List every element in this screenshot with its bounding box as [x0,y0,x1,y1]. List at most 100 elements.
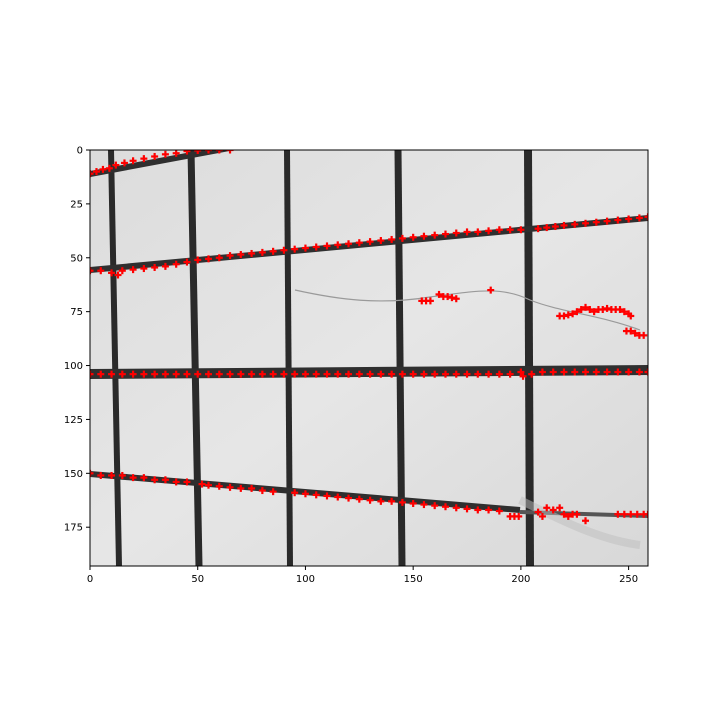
data-point [435,290,443,298]
data-point [334,241,342,249]
data-point [194,256,202,264]
x-tick-label: 250 [619,574,638,585]
data-point [549,368,557,376]
data-point [420,370,428,378]
x-tick-label: 150 [404,574,423,585]
data-point [409,370,417,378]
data-point [140,155,148,163]
data-point [301,370,309,378]
data-point [590,308,598,316]
data-point [248,370,256,378]
data-point [452,370,460,378]
data-point [388,370,396,378]
data-point [269,247,277,255]
data-point [420,501,428,509]
data-point [560,510,568,518]
data-point [355,239,363,247]
data-point [620,510,628,518]
data-point [118,471,126,479]
data-point [534,508,542,516]
data-point [431,502,439,510]
y-tick-label: 25 [70,199,83,210]
data-point [355,495,363,503]
data-point [312,370,320,378]
data-point [140,370,148,378]
data-point [441,503,449,511]
data-point [237,484,245,492]
data-point [398,234,406,242]
data-point [226,252,234,260]
data-point [398,498,406,506]
data-point [172,478,180,486]
data-point [409,499,417,507]
data-point [183,478,191,486]
wall-stain [518,496,641,549]
data-point [377,370,385,378]
data-point [334,370,342,378]
data-point [534,225,542,233]
data-point [172,150,180,157]
data-point [151,263,159,271]
data-point [90,469,94,477]
data-point [631,329,639,337]
x-tick-label: 200 [511,574,530,585]
data-point [97,370,105,378]
data-point [114,271,122,279]
data-point [582,517,590,525]
data-point [592,368,600,376]
data-point [97,471,105,479]
data-point [248,484,256,492]
data-point [573,308,581,316]
data-point [549,506,557,514]
data-point [291,245,299,253]
data-point [198,480,206,488]
data-point [108,269,116,277]
data-point [431,370,439,378]
data-point [573,510,581,518]
data-point [538,512,546,520]
data-point [204,481,212,489]
data-point [551,223,559,231]
data-point [556,504,564,512]
data-point [517,226,525,234]
data-point [301,244,309,252]
data-point [258,248,266,256]
data-point [108,370,116,378]
data-point [237,370,245,378]
data-point [506,226,514,234]
data-point [431,231,439,239]
data-point [237,251,245,259]
data-point [345,494,353,502]
data-point [118,370,126,378]
data-point [452,229,460,237]
data-point [582,219,590,227]
data-point [215,254,223,262]
data-point [441,230,449,238]
data-point [355,370,363,378]
data-point [614,216,622,224]
background-photo [90,150,648,566]
data-point [151,476,159,484]
axes-frame [89,149,649,567]
data-point [543,224,551,232]
data-point [366,238,374,246]
data-point [569,310,577,318]
data-point [571,220,579,228]
data-point [586,306,594,314]
data-point [258,370,266,378]
data-point [90,370,94,378]
data-point [161,150,169,158]
data-point [452,295,460,303]
x-tick-label: 100 [296,574,315,585]
data-point [323,242,331,250]
data-point [118,267,126,275]
data-point [463,370,471,378]
data-point [172,370,180,378]
data-point [398,370,406,378]
data-point [215,150,223,154]
data-point [105,164,113,172]
data-point [99,165,107,173]
data-point [528,370,536,378]
data-point [452,504,460,512]
